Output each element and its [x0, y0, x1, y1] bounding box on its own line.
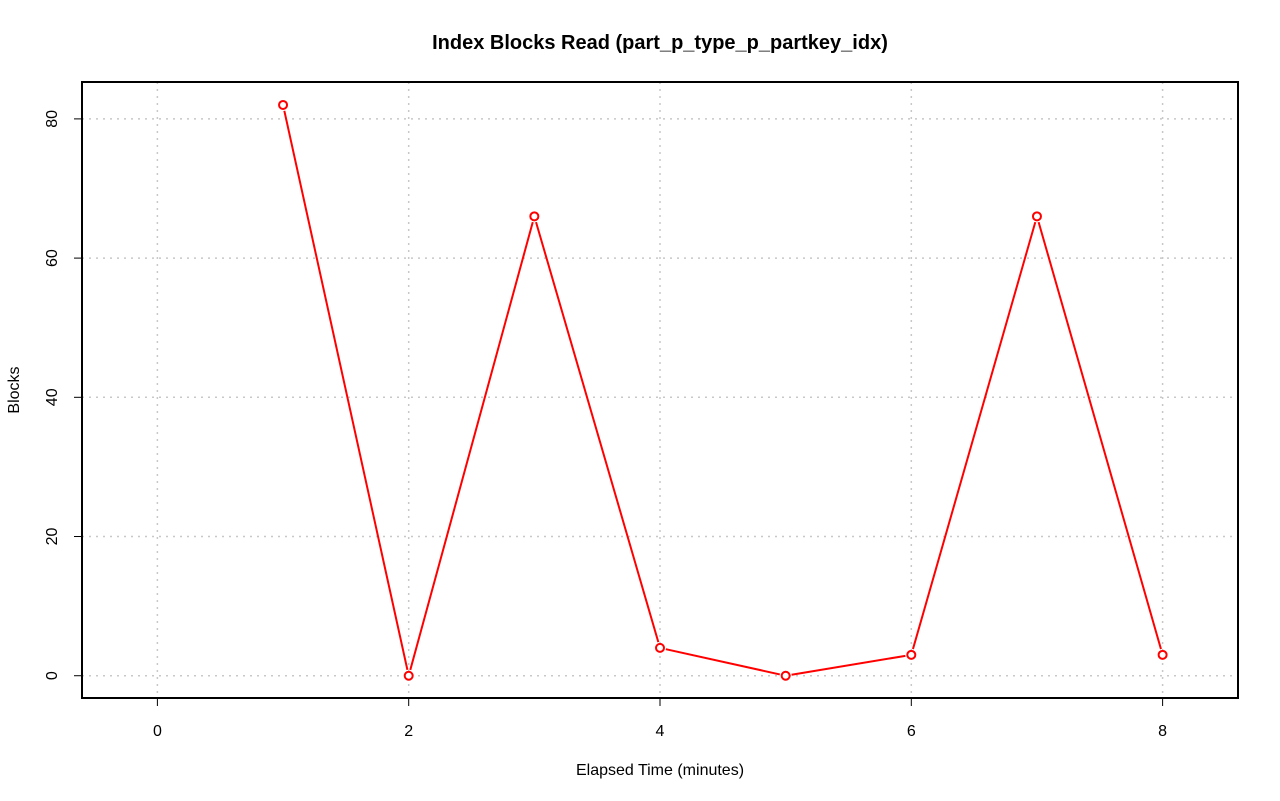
- x-tick-label: 8: [1158, 723, 1167, 740]
- y-tick-label: 60: [44, 249, 61, 267]
- series-line-segment: [911, 221, 1037, 650]
- x-tick-label: 4: [656, 723, 665, 740]
- data-point: [780, 670, 791, 681]
- y-tick-label: 80: [44, 110, 61, 128]
- plot-frame: [81, 81, 1239, 699]
- data-point: [1157, 649, 1168, 660]
- y-axis-label: Blocks: [6, 366, 23, 413]
- x-axis: 0 2 4 6 8: [153, 698, 1167, 740]
- series-line-segment: [791, 654, 906, 676]
- data-point: [278, 99, 289, 110]
- series-line-segment: [535, 221, 660, 643]
- x-tick-label: 6: [907, 723, 916, 740]
- x-tick-label: 2: [404, 723, 413, 740]
- chart-title: Index Blocks Read (part_p_type_p_partkey…: [432, 32, 888, 54]
- data-point: [529, 211, 540, 222]
- data-point: [655, 642, 665, 653]
- y-axis: 0 20 40 60 80: [44, 110, 82, 680]
- series-line-segment: [665, 648, 781, 676]
- y-tick-label: 0: [44, 671, 61, 680]
- x-axis-label: Elapsed Time (minutes): [576, 762, 744, 779]
- x-tick-label: 0: [153, 723, 162, 740]
- data-point: [403, 670, 414, 681]
- data-point: [1031, 211, 1042, 222]
- grid: [82, 82, 1238, 698]
- y-tick-label: 20: [44, 528, 61, 546]
- series-layer: [278, 99, 1168, 681]
- series-line-segment: [1037, 221, 1162, 650]
- y-tick-label: 40: [44, 388, 61, 406]
- data-point: [906, 649, 917, 660]
- series-line-segment: [283, 110, 409, 671]
- series-line-segment: [409, 221, 534, 671]
